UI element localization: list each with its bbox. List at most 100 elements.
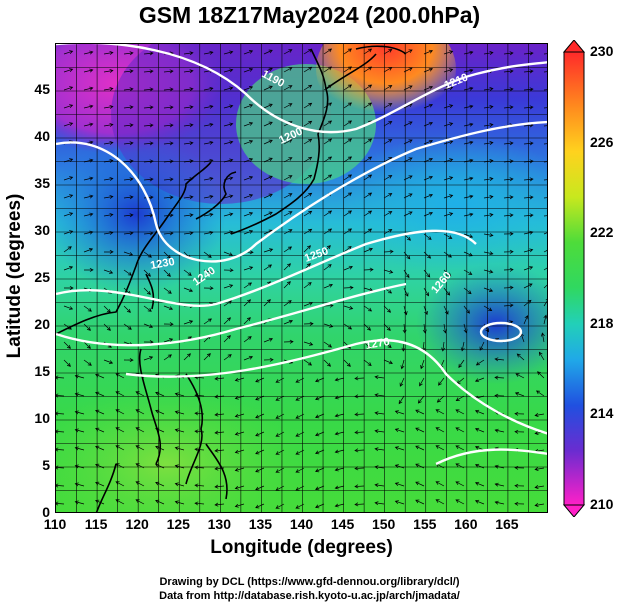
wind-arrow [143,323,154,329]
wind-arrow [403,269,410,279]
wind-arrow [374,465,385,470]
wind-arrow [123,159,134,164]
wind-arrow [483,177,494,181]
wind-arrow [115,499,125,505]
x-axis-label: Longitude (degrees) [210,537,393,558]
wind-arrow [323,138,333,145]
wind-arrow [234,377,245,382]
wind-arrow [214,448,225,453]
wind-arrow [56,393,65,398]
wind-arrow [455,427,465,433]
wind-arrow [443,50,454,55]
wind-arrow [283,263,291,271]
wind-arrow [515,373,525,379]
wind-arrow [403,211,413,217]
wind-arrow [63,266,74,271]
wind-arrow [263,121,273,127]
wind-arrow [83,212,94,217]
wind-arrow [63,341,71,349]
wind-arrow [363,359,372,366]
wind-arrow [194,483,205,488]
wind-arrow [523,69,534,74]
wind-arrow [163,123,174,128]
wind-arrow [417,395,425,404]
wind-arrow [534,503,545,507]
wind-arrow [203,86,214,91]
wind-arrow [74,464,85,469]
wind-arrow [95,481,105,487]
wind-arrow [103,323,111,331]
wind-arrow [334,467,345,472]
wind-arrow [415,499,425,505]
wind-arrow [303,156,313,163]
wind-arrow [443,233,453,239]
wind-arrow [483,87,494,91]
wind-arrow [334,431,345,436]
wind-arrow [255,377,265,383]
wind-arrow [503,285,514,290]
wind-arrow [534,485,545,489]
wind-arrow [223,335,231,343]
wind-arrow [343,246,352,253]
wind-arrow [83,248,94,253]
wind-arrow [155,481,165,487]
wind-arrow [403,157,413,163]
wind-arrow [423,233,432,240]
wind-arrow [460,341,465,352]
wind-arrow [537,371,545,379]
wind-arrow [343,192,353,199]
wind-arrow [435,445,445,451]
wind-arrow [163,354,172,361]
wind-arrow [494,357,505,362]
wind-arrow [174,500,185,505]
wind-arrow [334,485,345,490]
wind-arrow [135,463,145,469]
wind-arrow [183,105,194,110]
wind-arrow [283,175,293,181]
wind-arrow [283,229,293,235]
wind-arrow [343,102,353,109]
wind-arrow [394,446,405,451]
wind-arrow [503,249,514,254]
wind-arrow [363,267,374,272]
wind-arrow [283,319,294,325]
wind-arrow [183,231,194,236]
wind-arrow [343,138,353,145]
wind-arrow [543,197,547,199]
wind-arrow [323,156,333,163]
x-tick-label: 155 [413,516,437,532]
wind-arrow [174,392,185,397]
y-tick-label: 45 [34,81,50,97]
wind-arrow [283,103,293,109]
wind-arrow [423,305,428,316]
wind-arrow [343,228,353,235]
wind-arrow [303,301,314,307]
wind-arrow [383,103,393,109]
wind-arrow [503,195,514,200]
wind-arrow [494,428,505,433]
wind-arrow [115,409,125,415]
wind-arrow [363,102,373,109]
wind-arrow [475,359,485,366]
wind-arrow [483,287,494,292]
wind-arrow [123,213,134,218]
wind-arrow [354,448,365,453]
colorbar-tick-label: 214 [590,405,614,422]
wind-arrow [243,355,254,361]
wind-arrow [183,69,194,74]
wind-arrow [95,391,105,397]
wind-arrow [263,175,273,181]
wind-arrow [95,427,105,433]
wind-arrow [514,483,525,488]
wind-arrow [503,51,514,56]
wind-arrow [443,86,454,91]
wind-arrow [63,359,71,367]
wind-arrow [74,392,85,397]
wind-arrow [243,176,254,181]
wind-arrow [523,105,534,110]
wind-arrow [283,157,293,163]
wind-arrow [383,269,394,274]
wind-arrow [303,228,313,235]
wind-arrow [415,409,425,415]
wind-arrow [543,143,547,145]
